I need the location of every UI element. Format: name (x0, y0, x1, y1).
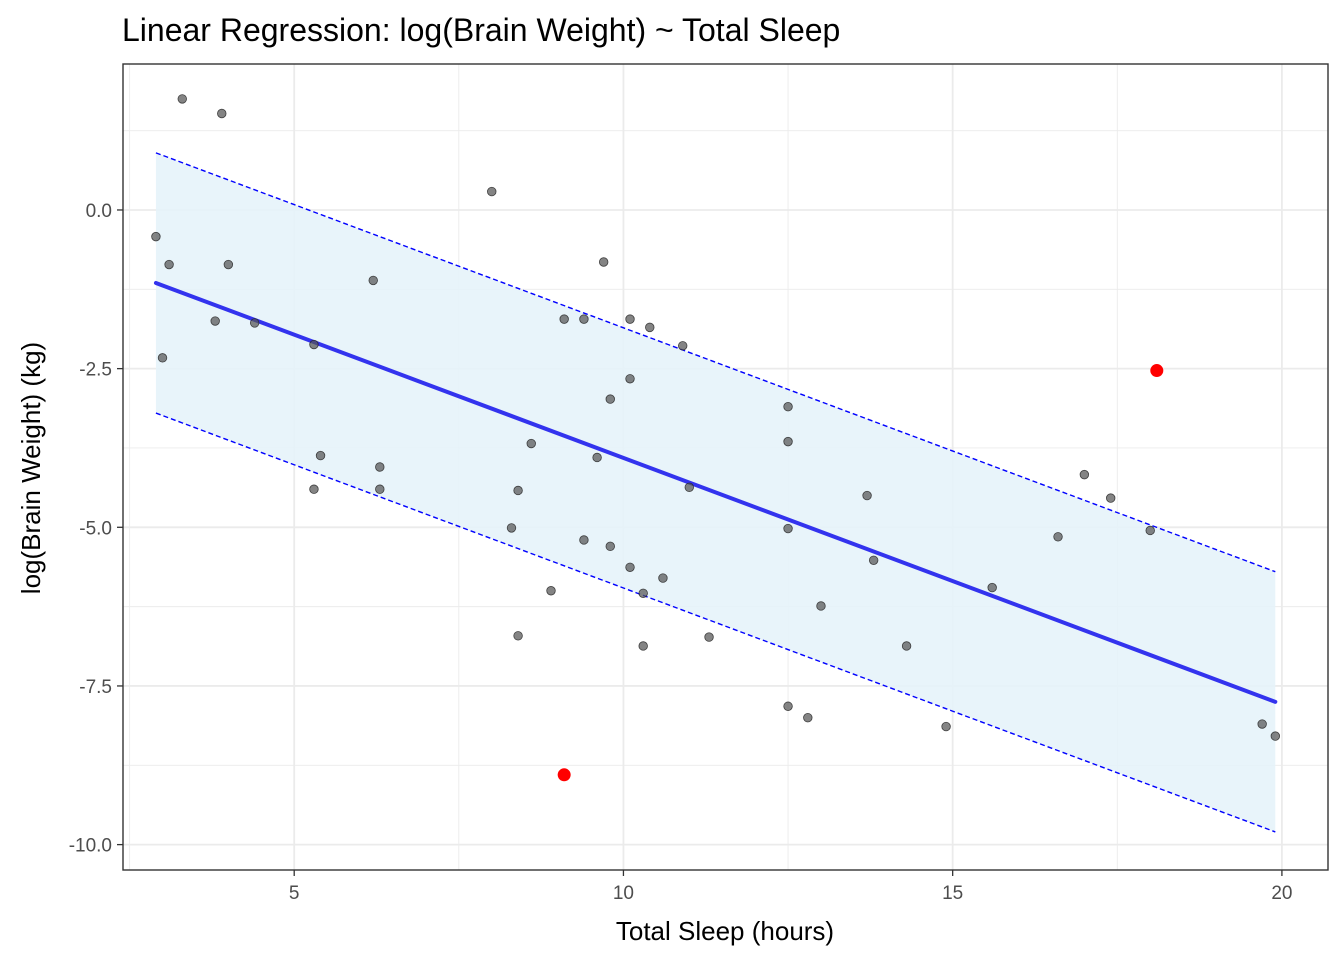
data-point (645, 322, 655, 333)
data-point (177, 94, 187, 104)
data-point (579, 314, 589, 324)
data-point (605, 541, 615, 552)
data-point (157, 353, 168, 363)
data-point (210, 316, 220, 326)
data-point (164, 259, 174, 270)
data-point (1053, 532, 1063, 542)
data-point (941, 721, 951, 732)
data-point (151, 231, 161, 242)
data-point (375, 462, 385, 472)
data-point (605, 394, 615, 404)
y-tick-label: 0.0 (86, 201, 112, 222)
data-point (625, 314, 635, 324)
data-point (309, 339, 319, 350)
data-point (1270, 731, 1281, 741)
x-tick-label: 10 (613, 883, 634, 904)
data-point (625, 374, 635, 384)
x-tick-label: 20 (1271, 883, 1292, 904)
data-point (987, 582, 997, 593)
data-point (783, 402, 793, 412)
x-tick-label: 5 (289, 883, 300, 904)
y-tick-label: -7.5 (79, 677, 112, 698)
x-axis-title: Total Sleep (hours) (616, 916, 834, 946)
data-point (579, 535, 589, 545)
ticks-layer: 5 10 15 20 0.0 -2.5 -5.0 -7.5 -10.0 (69, 201, 1293, 904)
prediction-band-lower (155, 412, 1276, 833)
data-point (783, 436, 793, 447)
data-point (368, 275, 378, 286)
data-point (249, 318, 260, 328)
data-point (1079, 469, 1090, 480)
data-point (315, 450, 326, 461)
outlier-point (557, 768, 571, 782)
data-point (513, 485, 523, 496)
data-point (704, 632, 714, 642)
y-tick-label: -10.0 (69, 836, 112, 857)
regression-line (153, 280, 1278, 704)
y-axis-title: log(Brain Weight) (kg) (16, 342, 46, 594)
data-point (513, 631, 523, 641)
panel-border (122, 63, 1329, 871)
fit-line-layer (153, 280, 1278, 704)
data-point (598, 257, 609, 267)
data-point (309, 484, 319, 494)
data-point (783, 523, 793, 534)
data-point (901, 641, 912, 651)
data-point (217, 108, 227, 119)
outlier-point (1150, 364, 1164, 378)
data-point (816, 601, 826, 611)
data-point (862, 490, 872, 501)
x-tick-label: 15 (942, 883, 963, 904)
data-point (625, 562, 635, 572)
data-point (223, 259, 234, 270)
data-point (559, 314, 569, 324)
data-point (375, 484, 385, 494)
data-point (526, 438, 536, 449)
y-tick-label: -2.5 (79, 360, 112, 381)
data-point (1106, 493, 1116, 503)
data-point (1145, 525, 1155, 536)
data-point (592, 452, 602, 463)
prediction-band-upper (155, 152, 1276, 573)
data-point (803, 712, 813, 723)
y-tick-label: -5.0 (79, 518, 112, 539)
data-point (658, 573, 668, 583)
chart-title: Linear Regression: log(Brain Weight) ~ T… (122, 12, 840, 48)
data-point (868, 555, 879, 565)
data-point (546, 586, 556, 596)
points-layer (151, 94, 1281, 782)
data-point (1257, 719, 1267, 729)
data-point (783, 701, 793, 711)
data-point (506, 523, 517, 533)
data-point (684, 482, 694, 493)
data-point (677, 341, 688, 351)
data-point (487, 186, 497, 197)
data-point (638, 588, 648, 598)
data-point (638, 641, 648, 651)
